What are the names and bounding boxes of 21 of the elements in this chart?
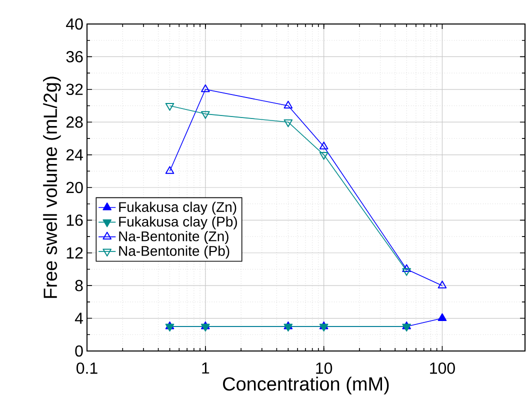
y-tick-label: 36 [66,51,83,62]
x-axis-title: Concentration (mM) [223,376,389,394]
y-tick-label: 28 [66,116,83,128]
y-tick-label: 32 [66,84,83,96]
y-tick-label: 20 [66,182,83,194]
legend-label: Na-Bentonite (Zn) [119,230,228,244]
x-tick-label: 100 [430,362,455,374]
x-tick-label: 1 [202,362,210,374]
y-tick-label: 0 [75,345,83,357]
y-tick-label: 4 [74,312,83,324]
legend-label: Fukakusa clay (Zn) [119,202,236,215]
legend-label: Fukakusa clay (Pb) [119,216,237,230]
legend-label: Na-Bentonite (Pb) [119,246,230,259]
y-tick-label: 8 [75,280,83,292]
y-axis-title: Free swell volume (mL/2g) [43,76,61,298]
y-tick-label: 16 [66,214,83,226]
y-tick-label: 24 [66,149,83,160]
y-tick-label: 40 [66,18,83,30]
y-tick-label: 12 [66,247,83,258]
x-tick-label: 0.1 [76,362,98,374]
x-tick-label: 10 [316,362,332,374]
